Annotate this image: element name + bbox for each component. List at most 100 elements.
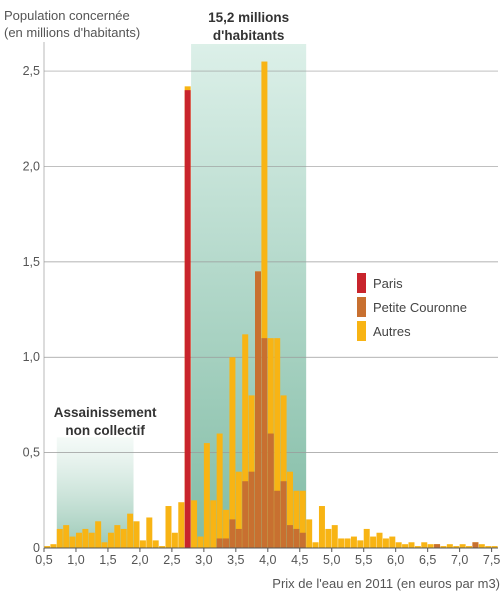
x-tick-label: 7,5 — [483, 553, 500, 567]
bar-autres — [325, 528, 332, 548]
bar-paris — [184, 90, 191, 549]
bar-petite-couronne — [216, 538, 223, 548]
bar-autres — [421, 542, 428, 548]
bar-autres — [50, 544, 57, 548]
x-tick-label: 5,0 — [323, 553, 340, 567]
legend: Paris Petite Couronne Autres — [357, 273, 467, 341]
histogram-bars — [44, 61, 498, 549]
bar-autres — [331, 525, 338, 548]
bar-autres — [485, 546, 492, 548]
bar-petite-couronne — [267, 433, 274, 548]
bar-autres — [197, 536, 204, 548]
bar-autres — [75, 532, 82, 548]
bar-autres — [350, 536, 357, 548]
x-tick-label: 4,5 — [291, 553, 308, 567]
bar-autres — [286, 471, 293, 548]
bar-autres — [338, 538, 345, 548]
x-tick-label: 2,5 — [163, 553, 180, 567]
y-tick-label: 2,0 — [23, 159, 40, 173]
bar-autres — [44, 546, 50, 548]
legend-swatch-petite-couronne — [357, 297, 366, 317]
bar-autres — [459, 544, 466, 548]
bar-petite-couronne — [223, 538, 230, 548]
bar-autres — [261, 61, 268, 549]
annotation-non-collectif: Assainissement non collectif — [54, 405, 157, 438]
bar-autres — [82, 528, 89, 548]
bar-petite-couronne — [434, 544, 441, 548]
bar-autres — [427, 544, 434, 548]
bar-autres — [312, 542, 319, 548]
x-tick-label: 1,5 — [99, 553, 116, 567]
bar-autres — [210, 500, 217, 548]
bar-autres — [216, 433, 223, 548]
bar-autres — [88, 532, 95, 548]
bar-autres — [299, 490, 306, 548]
legend-swatch-autres — [357, 321, 366, 341]
bar-autres — [280, 395, 287, 548]
bar-autres — [363, 528, 370, 548]
bar-autres — [446, 544, 453, 548]
legend-label: Autres — [373, 324, 411, 339]
bar-autres — [120, 528, 127, 548]
bar-petite-couronne — [255, 271, 262, 548]
bar-autres — [165, 506, 172, 548]
bar-petite-couronne — [261, 338, 268, 548]
bar-autres — [191, 500, 198, 548]
bar-petite-couronne — [274, 490, 281, 548]
bar-petite-couronne — [280, 481, 287, 548]
annotation-highlight-band: 15,2 millions d'habitants — [208, 10, 289, 43]
bar-autres — [414, 546, 421, 548]
bar-autres — [63, 525, 70, 548]
y-tick-label: 0,5 — [23, 446, 40, 460]
x-tick-label: 6,0 — [387, 553, 404, 567]
y-tick-label: 0 — [33, 541, 40, 555]
bar-autres — [491, 546, 498, 548]
bar-autres — [357, 540, 364, 548]
y-tick-label: 1,5 — [23, 255, 40, 269]
bar-autres — [306, 519, 313, 548]
bar-autres — [318, 506, 325, 548]
bar-autres — [139, 540, 146, 548]
bar-petite-couronne — [299, 532, 306, 548]
bar-petite-couronne — [242, 481, 249, 548]
bar-autres — [223, 509, 230, 548]
x-tick-label: 7,0 — [451, 553, 468, 567]
y-tick-label: 2,5 — [23, 64, 40, 78]
bar-petite-couronne — [229, 519, 236, 548]
bar-petite-couronne — [248, 471, 255, 548]
bar-autres — [56, 528, 63, 548]
x-tick-label: 3,0 — [195, 553, 212, 567]
bar-autres — [242, 334, 249, 548]
bar-autres — [453, 546, 460, 548]
bar-autres — [382, 538, 389, 548]
bar-autres — [389, 536, 396, 548]
legend-label: Petite Couronne — [373, 300, 467, 315]
bar-petite-couronne — [235, 528, 242, 548]
bar-autres — [274, 338, 281, 548]
bar-autres — [203, 443, 210, 548]
bar-autres — [370, 536, 377, 548]
x-tick-label: 1,0 — [67, 553, 84, 567]
x-tick-label: 4,0 — [259, 553, 276, 567]
bar-petite-couronne — [293, 528, 300, 548]
bar-autres — [107, 532, 114, 548]
x-tick-label: 0,5 — [35, 553, 52, 567]
x-tick-label: 3,5 — [227, 553, 244, 567]
bar-autres — [114, 525, 121, 548]
bar-autres — [133, 521, 140, 548]
bar-autres — [146, 517, 153, 548]
bar-autres — [466, 546, 473, 548]
x-axis-label: Prix de l'eau en 2011 (en euros par m3) — [272, 576, 500, 591]
bar-autres — [402, 544, 409, 548]
bar-autres — [159, 546, 166, 548]
bar-petite-couronne — [286, 525, 293, 548]
x-tick-label: 5,5 — [355, 553, 372, 567]
bar-autres — [69, 536, 76, 548]
bar-autres — [376, 532, 383, 548]
legend-label: Paris — [373, 276, 403, 291]
bar-autres — [440, 546, 447, 548]
bar-autres — [408, 542, 415, 548]
bar-autres — [229, 357, 236, 548]
bar-autres — [178, 502, 185, 548]
axes: 00,51,01,52,02,50,5 1,0 1,5 2,0 2,5 3,0 3,5 4,0… — [23, 42, 500, 567]
